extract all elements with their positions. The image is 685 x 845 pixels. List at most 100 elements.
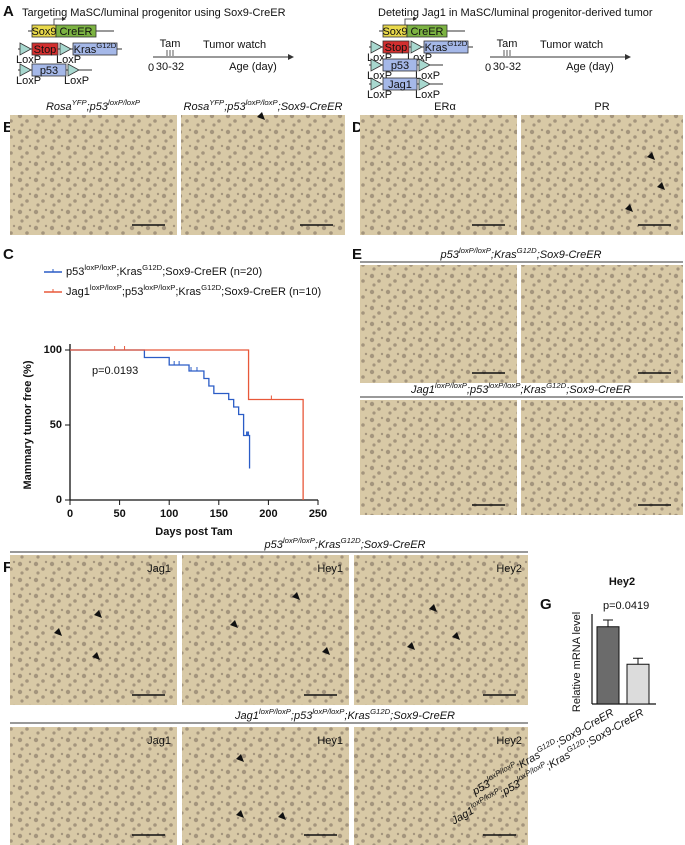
micrograph — [181, 115, 345, 235]
arrowhead — [278, 812, 286, 820]
axis-label: Age (day) — [566, 61, 614, 73]
micrograph — [521, 115, 683, 235]
panel-letter: F — [3, 559, 12, 576]
x-tick-label: 50 — [113, 508, 125, 520]
p-value: p=0.0419 — [603, 600, 649, 612]
arrowhead — [429, 604, 437, 612]
image-label: Jag1loxP/loxP;p53loxP/loxP;KrasG12D;Sox9… — [234, 707, 455, 722]
superscript: G12D — [341, 536, 362, 545]
superscript: loxP/loxP — [488, 381, 521, 390]
stain-label: Hey1 — [317, 563, 343, 575]
panel-letter: B — [3, 119, 14, 136]
tam-label: Tam — [497, 38, 518, 50]
text-part: ;Sox9-CreER (n=10) — [221, 286, 321, 298]
arrowhead — [54, 628, 62, 636]
text-part: ;Sox9-CreER — [390, 710, 455, 722]
superscript: G12D — [447, 39, 468, 48]
text-part: ;Sox9-CreER — [278, 101, 343, 113]
panel-letter: A — [3, 3, 14, 20]
micrograph — [360, 265, 517, 383]
arrowhead — [230, 620, 238, 628]
arrowhead — [322, 647, 330, 655]
stain-label: Hey2 — [496, 735, 522, 747]
panel-letter: G — [540, 596, 552, 613]
text-part: Rosa — [184, 101, 210, 113]
tumor-watch: Tumor watch — [203, 39, 266, 51]
arrowhead — [625, 204, 633, 212]
superscript: YFP — [209, 98, 225, 107]
micrograph — [182, 555, 349, 705]
construct-box — [423, 40, 469, 54]
superscript: loxP/loxP — [84, 263, 116, 272]
superscript: loxP/loxP — [283, 536, 316, 545]
survival-curve — [70, 349, 251, 469]
panel-title: Deteting Jag1 in MaSC/luminal progenitor… — [378, 7, 653, 19]
micrograph — [354, 727, 528, 845]
superscript: G12D — [142, 263, 163, 272]
micrograph — [10, 115, 177, 235]
bar — [626, 663, 650, 705]
timeline-arrow — [625, 54, 631, 60]
image-label: ERα — [434, 101, 456, 113]
timeline-arrow — [288, 54, 294, 60]
superscript: loxP/loxP — [435, 381, 468, 390]
superscript: loxP/loxP — [459, 246, 492, 255]
days-label: 30-32 — [493, 61, 521, 73]
loxp-label: LoxP — [16, 75, 41, 87]
superscript: loxP/loxP — [108, 98, 141, 107]
text-part: ;Sox9-CreER — [566, 384, 631, 396]
loxp-label: LoxP — [64, 75, 89, 87]
construct-label: p53 — [40, 65, 58, 77]
promoter-arrow-head — [413, 17, 417, 21]
construct-box — [406, 24, 448, 38]
superscript: loxP/loxP — [312, 707, 345, 716]
construct-label: Sox9 — [382, 26, 407, 38]
text-part: ;p53 — [291, 710, 313, 722]
text-part: p53 — [440, 249, 460, 261]
text-part: ;Kras — [116, 266, 142, 278]
arrowhead — [92, 652, 100, 660]
stain-label: Jag1 — [147, 563, 171, 575]
promoter-arrow — [404, 18, 413, 25]
loxp-site — [370, 58, 383, 72]
loxp-site — [418, 58, 431, 72]
loxp-site — [370, 40, 383, 54]
panel-letter: C — [3, 246, 14, 263]
construct-label: CreER — [59, 26, 92, 38]
construct-label: Sox9 — [31, 26, 56, 38]
stain-label: Hey1 — [317, 735, 343, 747]
text-part: Jag1 — [234, 710, 259, 722]
loxp-label: LoxP — [16, 54, 41, 66]
superscript: loxP/loxP — [259, 707, 292, 716]
y-tick-label: 50 — [50, 419, 62, 431]
text-part: Rosa — [46, 101, 72, 113]
x-tick-label: 150 — [210, 508, 228, 520]
arrowhead — [257, 112, 265, 120]
text-part: ;p53 — [122, 286, 143, 298]
panel-letter: E — [352, 246, 362, 263]
text-part: ;p53 — [87, 101, 109, 113]
image-label: RosaYFP;p53loxP/loxP — [46, 98, 141, 113]
image-label: p53loxP/loxP;KrasG12D;Sox9-CreER — [264, 536, 426, 551]
text-part: ;Sox9-CreER — [537, 249, 602, 261]
image-label: RosaYFP;p53loxP/loxP;Sox9-CreER — [184, 98, 343, 113]
timeline-start: 0 — [148, 62, 154, 74]
arrowhead — [236, 810, 244, 818]
arrowhead — [292, 592, 300, 600]
text-part: p53 — [66, 266, 84, 278]
promoter-arrow-head — [62, 17, 66, 21]
image-label: Jag1loxP/loxP;p53loxP/loxP;KrasG12D;Sox9… — [410, 381, 631, 396]
text-part: ;Kras — [520, 384, 546, 396]
loxp-site — [370, 77, 383, 91]
loxp-site — [59, 42, 72, 56]
construct-box — [382, 40, 410, 54]
superscript: G12D — [96, 41, 117, 50]
y-axis-label: Relative mRNA level — [571, 612, 583, 712]
days-label: 30-32 — [156, 61, 184, 73]
text-part: ;Sox9-CreER (n=20) — [162, 266, 262, 278]
text-part: Jag1 — [66, 286, 90, 298]
text-part: ;Kras — [175, 286, 201, 298]
promoter-arrow — [53, 18, 62, 25]
